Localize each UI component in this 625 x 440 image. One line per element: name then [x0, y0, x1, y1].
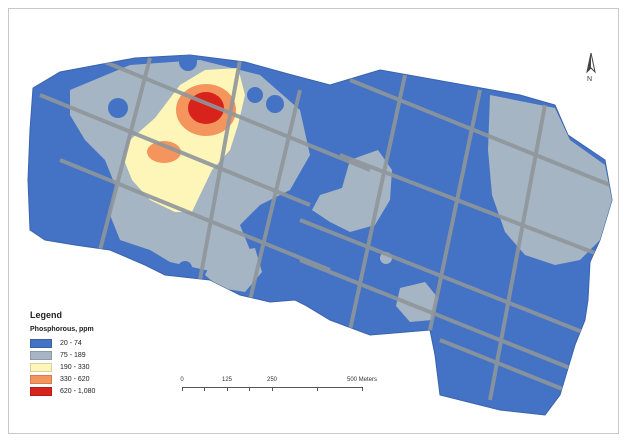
scale-label-500: 500 Meters: [346, 377, 378, 383]
zone-75-189-south: [205, 248, 262, 292]
legend-label-4: 330 - 620: [60, 375, 90, 383]
map-legend: Legend Phosphorous, ppm 20 - 74 75 - 189…: [30, 310, 170, 397]
low-island-1: [108, 98, 128, 118]
scale-label-250: 250: [266, 377, 278, 383]
scale-tick: [317, 387, 318, 391]
legend-row: 190 - 330: [30, 361, 170, 373]
legend-subtitle: Phosphorous, ppm: [30, 326, 94, 333]
legend-label-3: 190 - 330: [60, 363, 90, 371]
legend-swatch-2: [30, 350, 52, 360]
low-island-3: [247, 87, 263, 103]
scale-tick: [249, 387, 250, 391]
legend-row: 620 - 1,080: [30, 385, 170, 397]
scale-tick: [182, 387, 183, 391]
legend-title: Legend: [30, 310, 63, 320]
legend-swatch-1: [30, 338, 52, 348]
low-island-5: [178, 261, 192, 275]
scale-tick: [272, 387, 273, 391]
legend-label-5: 620 - 1,080: [60, 387, 96, 395]
legend-row: 20 - 74: [30, 337, 170, 349]
scale-label-125: 125: [221, 377, 233, 383]
low-island-4: [266, 95, 284, 113]
legend-swatch-4: [30, 374, 52, 384]
legend-row: 75 - 189: [30, 349, 170, 361]
legend-row: 330 - 620: [30, 373, 170, 385]
zone-75-189-center: [312, 150, 392, 232]
scale-label-0: 0: [180, 377, 184, 383]
scale-bar: 0 125 250 500 Meters: [180, 375, 382, 399]
scale-tick: [227, 387, 228, 391]
zone-330-620-west: [147, 141, 181, 163]
north-arrow: N: [584, 52, 598, 86]
scale-tick: [362, 387, 363, 391]
legend-swatch-5: [30, 386, 52, 396]
scale-tick: [204, 387, 205, 391]
legend-label-1: 20 - 74: [60, 339, 82, 347]
north-arrow-icon: [586, 52, 596, 74]
low-island-2: [179, 55, 197, 71]
legend-swatch-3: [30, 362, 52, 372]
north-label: N: [587, 76, 593, 83]
road-network: [39, 57, 611, 401]
legend-label-2: 75 - 189: [60, 351, 86, 359]
